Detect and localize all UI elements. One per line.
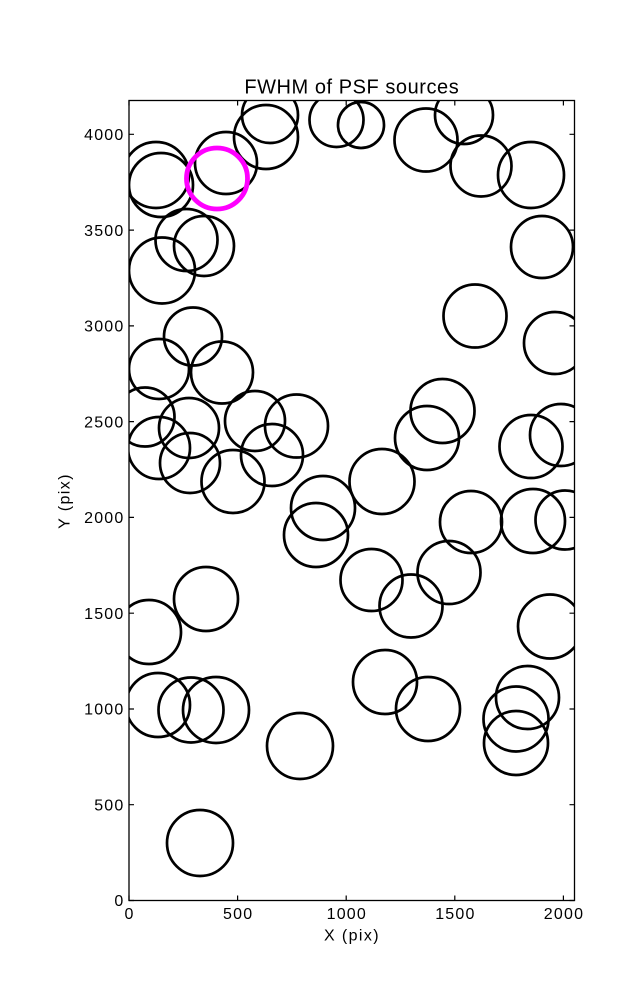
svg-text:1000: 1000 [84, 702, 124, 719]
svg-text:500: 500 [223, 906, 253, 923]
svg-text:FWHM of PSF sources: FWHM of PSF sources [244, 77, 459, 99]
svg-text:3500: 3500 [84, 223, 124, 240]
svg-text:1000: 1000 [327, 906, 367, 923]
svg-text:3000: 3000 [84, 319, 124, 336]
svg-text:2000: 2000 [544, 906, 584, 923]
svg-text:4000: 4000 [84, 127, 124, 144]
svg-text:Y (pix): Y (pix) [57, 473, 74, 529]
svg-text:0: 0 [125, 906, 135, 923]
svg-text:1500: 1500 [84, 606, 124, 623]
svg-text:2500: 2500 [84, 414, 124, 431]
svg-text:2000: 2000 [84, 510, 124, 527]
svg-text:0: 0 [114, 893, 124, 910]
svg-text:1500: 1500 [435, 906, 475, 923]
svg-text:X (pix): X (pix) [324, 927, 380, 944]
svg-text:500: 500 [94, 797, 124, 814]
